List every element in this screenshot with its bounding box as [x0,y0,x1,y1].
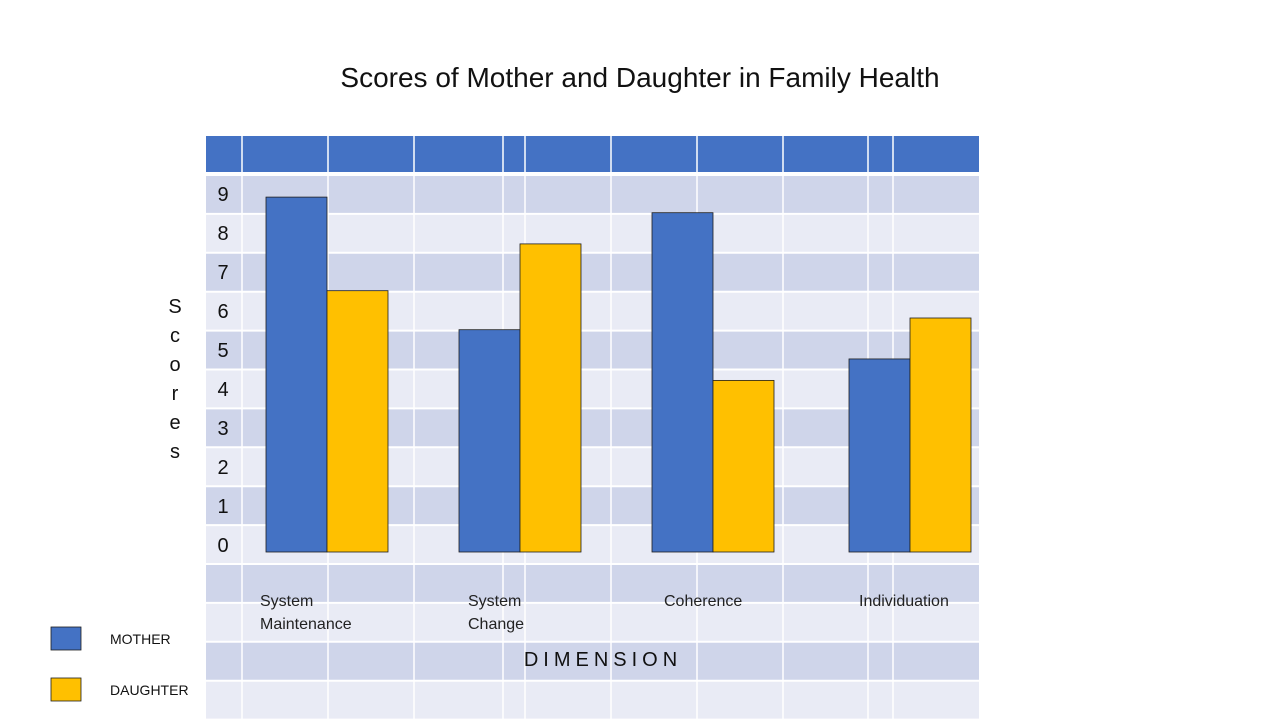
x-axis-label: DIMENSION [524,649,682,671]
y-tick-label: 8 [217,223,228,245]
x-category-label: Change [468,616,524,633]
y-tick-label: 7 [217,262,228,284]
legend: MOTHER DAUGHTER [50,626,189,702]
table-band [206,252,979,292]
bar-daughter-1 [519,243,582,553]
bars [265,196,972,553]
legend-swatch-mother [50,626,82,651]
legend-swatch-daughter [50,677,82,702]
legend-label: MOTHER [110,631,171,647]
table-band [206,175,979,214]
bar-mother-3 [848,358,911,553]
table-band [206,641,979,681]
y-tick-label: 0 [217,535,228,557]
x-category-label: Individuation [859,593,949,610]
y-axis-label: Scores [168,296,181,463]
chart-title: Scores of Mother and Daughter in Family … [340,62,940,93]
y-axis-label-letter: c [170,325,180,347]
bar-daughter-2 [712,379,775,553]
y-tick-label: 9 [217,184,228,206]
x-category-label: Coherence [664,593,742,610]
y-axis-ticks: 0 1 2 3 4 5 6 7 8 9 [217,184,228,557]
legend-label: DAUGHTER [110,682,189,698]
table-band [206,213,979,253]
y-tick-label: 4 [217,379,228,401]
table-band [206,680,979,720]
bar-mother-0 [265,196,328,553]
bar-daughter-0 [326,290,389,553]
bar-mother-1 [458,329,521,553]
x-axis-categories: System Maintenance System Change Coherence In… [260,593,949,633]
y-axis-label-letter: o [169,354,180,376]
y-axis-label-letter: r [172,383,179,405]
y-tick-label: 5 [217,340,228,362]
bar-mother-2 [651,212,714,553]
y-axis-label-letter: e [169,412,180,434]
bar-daughter-3 [909,317,972,553]
y-axis-label-letter: S [168,296,181,318]
x-category-label: System [468,593,521,610]
table-band [206,564,979,603]
y-tick-label: 3 [217,418,228,440]
y-tick-label: 1 [217,496,228,518]
table-band [206,602,979,642]
x-category-label: Maintenance [260,616,352,633]
x-category-label: System [260,593,313,610]
header-band [206,136,979,173]
y-axis-label-letter: s [170,441,180,463]
y-tick-label: 2 [217,457,228,479]
y-tick-label: 6 [217,301,228,323]
